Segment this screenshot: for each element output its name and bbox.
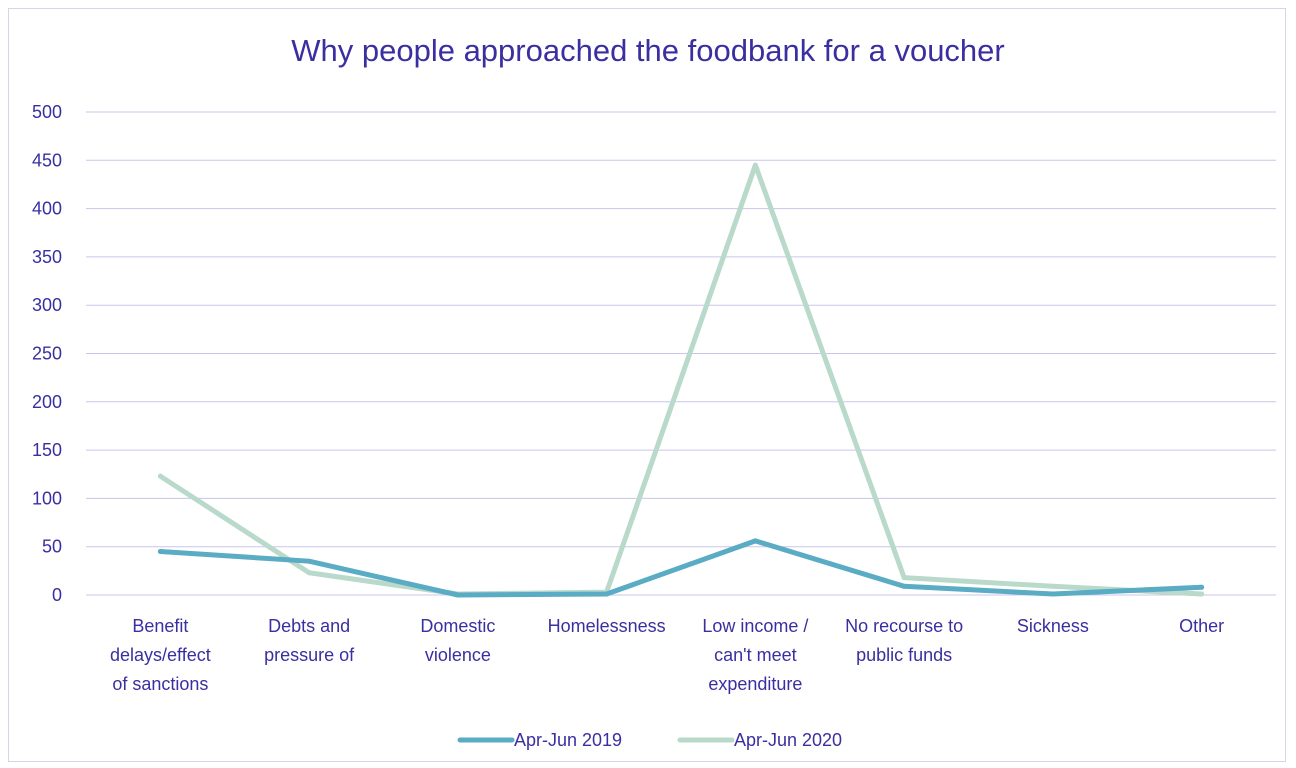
series-layer [157,162,1205,598]
x-category-label-line: can't meet [714,645,796,665]
x-category-label-line: Domestic [420,616,495,636]
x-category-label-line: Benefit [132,616,188,636]
x-category-label: Domestic violence [420,616,495,665]
y-tick-label: 350 [32,247,62,267]
data-point [752,162,758,168]
y-tick-label: 400 [32,199,62,219]
data-point [1199,591,1205,597]
x-category-label: No recourse to public funds [845,616,963,665]
x-category-label-line: expenditure [708,674,802,694]
x-category-label-line: of sanctions [112,674,208,694]
x-category-label-line: delays/effect [110,645,211,665]
chart-frame [8,8,1286,762]
legend: Apr-Jun 2019 Apr-Jun 2020 [457,730,842,750]
data-point [1050,591,1056,597]
x-category-label-line: Low income / [702,616,808,636]
x-category-label-line: pressure of [264,645,355,665]
data-point [1050,583,1056,589]
x-category-label-line: Homelessness [548,616,666,636]
data-point [901,583,907,589]
data-point [1199,584,1205,590]
x-category-label: Low income / can't meet expenditure [702,616,808,694]
x-category-label-line: violence [425,645,491,665]
x-category-label: Debts and pressure of [264,616,355,665]
x-category-label: Homelessness [548,616,666,636]
x-category-label: Sickness [1017,616,1089,636]
y-axis-tick-labels: 0 50 100 150 200 250 300 350 400 450 500 [32,102,62,605]
data-point [752,538,758,544]
legend-label: Apr-Jun 2019 [514,730,622,750]
chart-title: Why people approached the foodbank for a… [291,33,1005,68]
y-tick-label: 50 [42,537,62,557]
series-line-apr-jun-2020 [157,162,1205,597]
x-category-label-line: Other [1179,616,1224,636]
data-point [901,575,907,581]
data-point [306,570,312,576]
y-tick-label: 450 [32,150,62,170]
x-axis-category-labels: Benefit delays/effect of sanctions Debts an… [110,616,1224,694]
y-tick-label: 200 [32,392,62,412]
x-category-label-line: public funds [856,645,952,665]
y-tick-label: 500 [32,102,62,122]
grid-layer [86,111,1276,596]
legend-label: Apr-Jun 2020 [734,730,842,750]
y-tick-label: 250 [32,344,62,364]
x-category-label-line: Sickness [1017,616,1089,636]
x-category-label: Other [1179,616,1224,636]
data-point [157,473,163,479]
x-category-label: Benefit delays/effect of sanctions [110,616,211,694]
series-line-apr-jun-2019 [157,538,1205,598]
y-tick-label: 150 [32,440,62,460]
y-tick-label: 0 [52,585,62,605]
x-category-label-line: No recourse to [845,616,963,636]
data-point [455,592,461,598]
data-point [157,549,163,555]
x-category-label-line: Debts and [268,616,350,636]
data-point [306,558,312,564]
y-tick-label: 100 [32,488,62,508]
data-point [604,591,610,597]
y-tick-label: 300 [32,295,62,315]
